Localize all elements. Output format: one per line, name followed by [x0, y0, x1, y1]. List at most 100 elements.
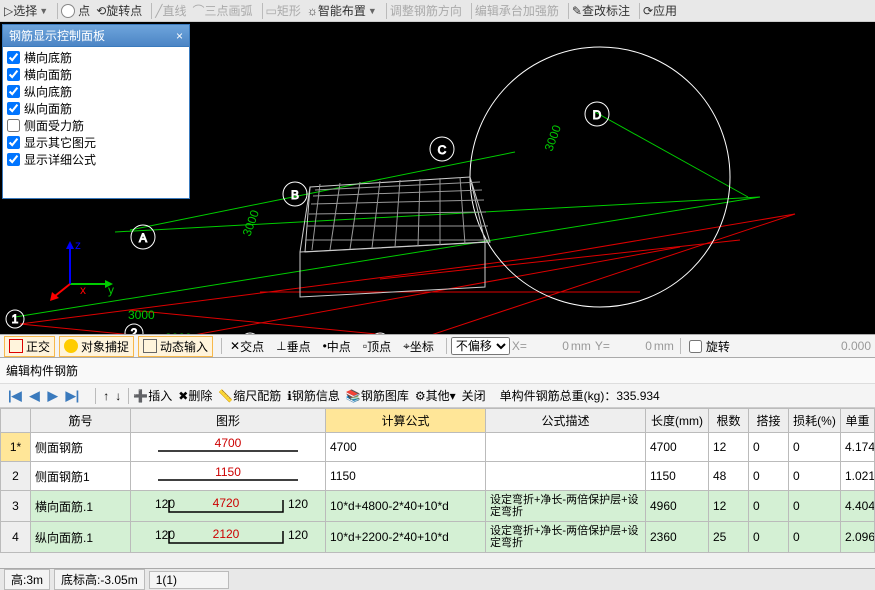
rotpoint-tool[interactable]: ⟲ 旋转点 [96, 2, 142, 19]
insert-button[interactable]: ➕ 插入 [133, 387, 172, 404]
panel-checkbox[interactable] [7, 102, 20, 115]
rebar-lib-button[interactable]: 📚 钢筋图库 [346, 387, 409, 404]
nav-next[interactable]: ▶ [48, 388, 58, 404]
move-down[interactable]: ↓ [115, 389, 121, 403]
cell-lap[interactable]: 0 [749, 433, 789, 462]
cell-count[interactable]: 12 [709, 491, 749, 522]
panel-close-icon[interactable]: × [176, 29, 183, 43]
line-tool[interactable]: ╱ 直线 [155, 2, 186, 19]
cell-weight[interactable]: 1.021 [841, 462, 875, 491]
panel-checkbox[interactable] [7, 68, 20, 81]
col-header[interactable]: 长度(mm) [646, 409, 709, 433]
cell-length[interactable]: 4960 [646, 491, 709, 522]
cell-formula[interactable]: 10*d+4800-2*40+10*d [326, 491, 486, 522]
cell-lap[interactable]: 0 [749, 522, 789, 553]
table-row[interactable]: 3 横向面筋.1 1204720120 10*d+4800-2*40+10*d … [1, 491, 875, 522]
cell-lap[interactable]: 0 [749, 462, 789, 491]
table-row[interactable]: 4 纵向面筋.1 1202120120 10*d+2200-2*40+10*d … [1, 522, 875, 553]
panel-check-2[interactable]: 纵向底筋 [7, 83, 185, 100]
offset-select[interactable]: 不偏移 [451, 337, 510, 355]
cell-weight[interactable]: 2.096 [841, 522, 875, 553]
cell-rebar-name[interactable]: 横向面筋.1 [31, 491, 131, 522]
check-annotation[interactable]: ✎ 查改标注 [572, 2, 630, 19]
cell-loss[interactable]: 0 [789, 522, 841, 553]
cell-formula[interactable]: 10*d+2200-2*40+10*d [326, 522, 486, 553]
col-header[interactable]: 公式描述 [486, 409, 646, 433]
col-header[interactable]: 计算公式 [326, 409, 486, 433]
cell-loss[interactable]: 0 [789, 433, 841, 462]
panel-check-5[interactable]: 显示其它图元 [7, 134, 185, 151]
cell-description[interactable]: 设定弯折+净长-两倍保护层+设定弯折 [486, 491, 646, 522]
panel-check-6[interactable]: 显示详细公式 [7, 151, 185, 168]
col-header[interactable]: 根数 [709, 409, 749, 433]
nav-prev[interactable]: ◀ [30, 388, 40, 404]
cell-loss[interactable]: 0 [789, 491, 841, 522]
panel-check-4[interactable]: 侧面受力筋 [7, 117, 185, 134]
app-button[interactable]: ⟳ 应用 [643, 2, 677, 19]
other-button[interactable]: ⚙ 其他▾ [415, 387, 456, 404]
dynamic-input-toggle[interactable]: 动态输入 [138, 336, 213, 357]
col-header[interactable]: 损耗(%) [789, 409, 841, 433]
cell-length[interactable]: 1150 [646, 462, 709, 491]
row-index[interactable]: 1* [1, 433, 31, 462]
table-row[interactable]: 2 侧面钢筋1 1150 1150 1150 48 0 0 1.021 [1, 462, 875, 491]
scale-button[interactable]: 📏 缩尺配筋 [218, 387, 281, 404]
point-tool[interactable]: 点 [61, 2, 90, 19]
object-snap-toggle[interactable]: 对象捕捉 [59, 336, 134, 357]
panel-checkbox[interactable] [7, 136, 20, 149]
rotate-checkbox[interactable] [689, 340, 702, 353]
cell-rebar-name[interactable]: 纵向面筋.1 [31, 522, 131, 553]
select-tool[interactable]: ▷ 选择▼ [4, 2, 48, 19]
col-header[interactable]: 图形 [131, 409, 326, 433]
cell-count[interactable]: 48 [709, 462, 749, 491]
panel-checkbox[interactable] [7, 119, 20, 132]
midpoint-snap[interactable]: • 中点 [319, 337, 355, 356]
nav-first[interactable]: |◀ [8, 388, 22, 404]
cell-rebar-name[interactable]: 侧面钢筋1 [31, 462, 131, 491]
cell-weight[interactable]: 4.404 [841, 491, 875, 522]
cell-description[interactable]: 设定弯折+净长-两倍保护层+设定弯折 [486, 522, 646, 553]
row-index[interactable]: 3 [1, 491, 31, 522]
delete-button[interactable]: ✖ 删除 [178, 387, 212, 404]
arc-tool[interactable]: ⌒ 三点画弧 [193, 2, 253, 19]
col-header[interactable]: 筋号 [31, 409, 131, 433]
ortho-toggle[interactable]: 正交 [4, 336, 55, 357]
panel-check-0[interactable]: 横向底筋 [7, 49, 185, 66]
cell-rebar-name[interactable]: 侧面钢筋 [31, 433, 131, 462]
cell-shape[interactable]: 1202120120 [131, 522, 326, 553]
col-header[interactable]: 搭接 [749, 409, 789, 433]
smart-layout-tool[interactable]: ☼ 智能布置▼ [307, 2, 377, 19]
table-row[interactable]: 1* 侧面钢筋 4700 4700 4700 12 0 0 4.174 [1, 433, 875, 462]
edit-rebar[interactable]: 编辑承台加强筋 [475, 2, 559, 19]
cell-description[interactable] [486, 462, 646, 491]
move-up[interactable]: ↑ [103, 389, 109, 403]
row-index[interactable]: 4 [1, 522, 31, 553]
perpendicular-snap[interactable]: ⊥ 垂点 [272, 337, 314, 356]
nav-last[interactable]: ▶| [66, 388, 80, 404]
cell-shape[interactable]: 4700 [131, 433, 326, 462]
col-header[interactable]: 单重 [841, 409, 875, 433]
cell-description[interactable] [486, 433, 646, 462]
cell-count[interactable]: 12 [709, 433, 749, 462]
panel-checkbox[interactable] [7, 51, 20, 64]
cell-shape[interactable]: 1204720120 [131, 491, 326, 522]
rect-tool[interactable]: ▭ 矩形 [266, 2, 301, 19]
cell-formula[interactable]: 1150 [326, 462, 486, 491]
cell-count[interactable]: 25 [709, 522, 749, 553]
endpoint-snap[interactable]: ▫ 顶点 [359, 337, 395, 356]
cell-length[interactable]: 2360 [646, 522, 709, 553]
row-index[interactable]: 2 [1, 462, 31, 491]
panel-checkbox[interactable] [7, 85, 20, 98]
cell-shape[interactable]: 1150 [131, 462, 326, 491]
cell-loss[interactable]: 0 [789, 462, 841, 491]
cell-weight[interactable]: 4.174 [841, 433, 875, 462]
cell-length[interactable]: 4700 [646, 433, 709, 462]
panel-check-1[interactable]: 横向面筋 [7, 66, 185, 83]
viewport-3d[interactable]: 钢筋显示控制面板 × 横向底筋横向面筋纵向底筋纵向面筋侧面受力筋显示其它图元显示… [0, 22, 875, 334]
panel-header[interactable]: 钢筋显示控制面板 × [3, 25, 189, 47]
adjust-direction[interactable]: 调整钢筋方向 [390, 2, 462, 19]
close-button[interactable]: 关闭 [462, 387, 486, 404]
panel-check-3[interactable]: 纵向面筋 [7, 100, 185, 117]
rebar-info-button[interactable]: ℹ 钢筋信息 [287, 387, 340, 404]
coord-snap[interactable]: ⌖ 坐标 [399, 337, 438, 356]
